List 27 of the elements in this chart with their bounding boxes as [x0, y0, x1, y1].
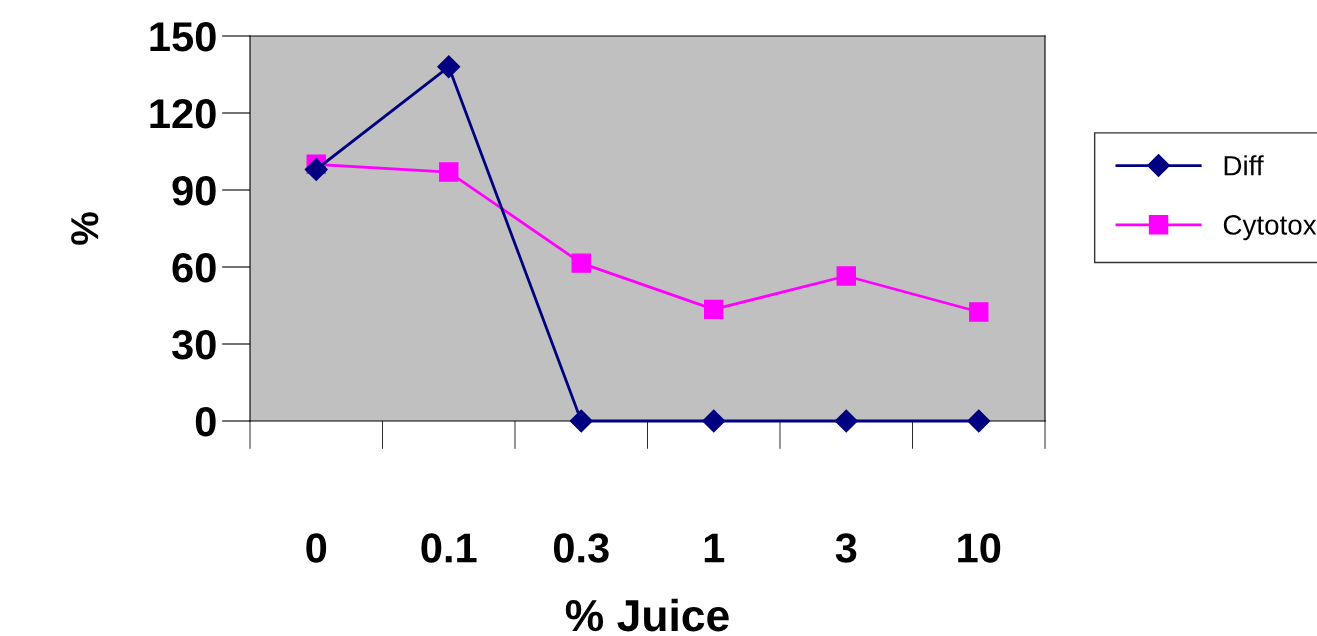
point [704, 299, 724, 320]
point [702, 409, 726, 433]
y-tick-label: 0 [195, 407, 216, 437]
y-axis-title: % [71, 212, 99, 245]
y-tick-label: 60 [172, 253, 216, 283]
legend-label: Diff [1224, 155, 1264, 176]
x-tick-label: 0.1 [421, 533, 477, 563]
x-tick-label: 0 [306, 533, 327, 563]
point [969, 302, 989, 322]
point [437, 55, 461, 79]
y-tick-label: 150 [150, 22, 216, 52]
x-tick-label: 3 [835, 533, 857, 563]
point [439, 162, 459, 182]
point [569, 409, 593, 433]
x-tick-label: 10 [958, 533, 1001, 563]
legend-label: Cytotox [1223, 215, 1317, 241]
point [834, 409, 858, 433]
point [836, 266, 856, 286]
x-tick-label: 1 [704, 533, 725, 563]
point [304, 157, 328, 181]
x-axis-title: % Juice [565, 598, 729, 632]
point [967, 409, 991, 433]
y-tick-label: 90 [172, 176, 216, 206]
y-tick-label: 120 [150, 99, 216, 129]
point [571, 253, 591, 273]
x-tick-label: 0.3 [553, 533, 609, 563]
y-tick-label: 30 [171, 330, 216, 360]
